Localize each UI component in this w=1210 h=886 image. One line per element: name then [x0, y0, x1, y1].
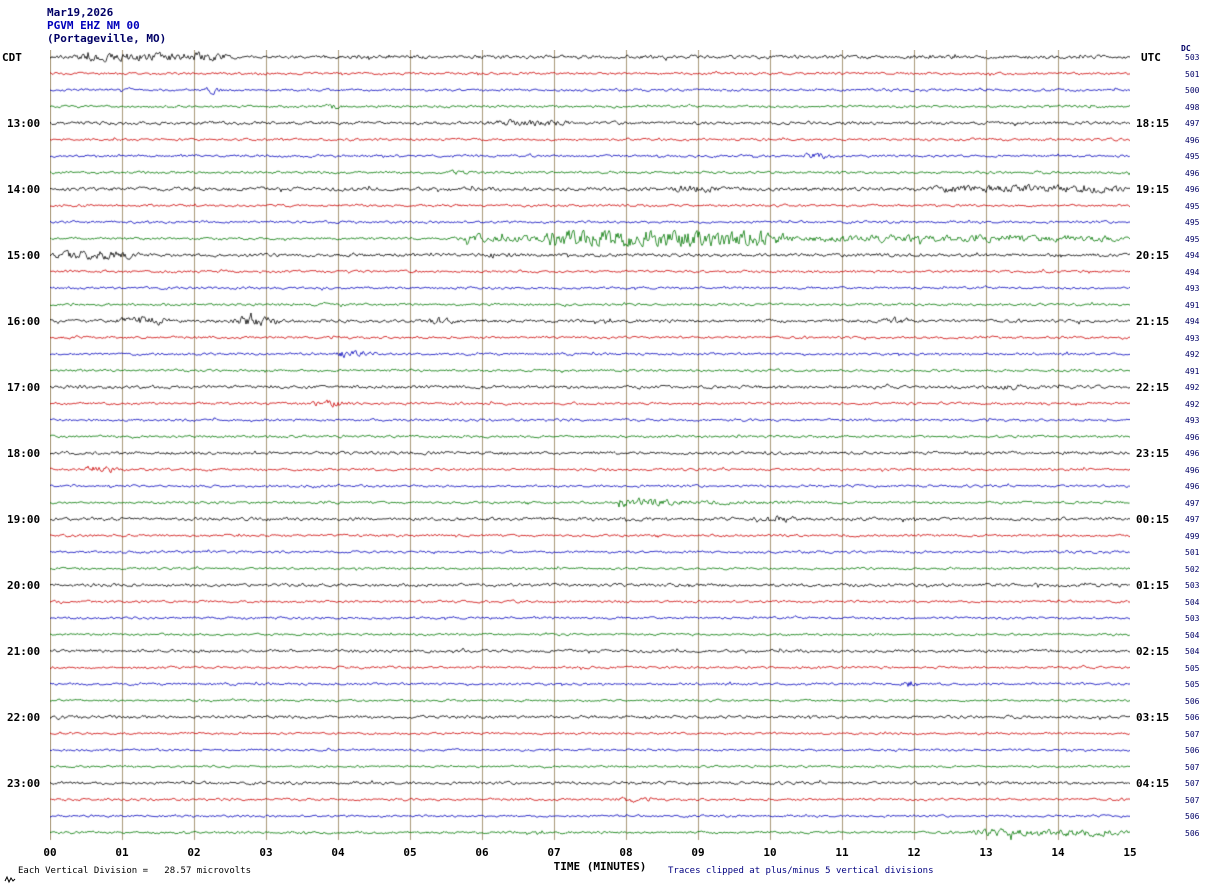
dc-offset-value: 505: [1185, 680, 1200, 689]
utc-hour-label: 00:15: [1136, 513, 1170, 526]
x-axis-tick: 14: [1051, 846, 1065, 859]
cdt-hour-label: 21:00: [7, 645, 41, 658]
cdt-hour-label: 19:00: [7, 513, 41, 526]
utc-hour-label: 21:15: [1136, 315, 1170, 328]
utc-hour-label: 22:15: [1136, 381, 1170, 394]
dc-offset-value: 492: [1185, 399, 1200, 409]
dc-offset-value: 496: [1185, 135, 1200, 145]
dc-offset-value: 499: [1185, 531, 1200, 541]
x-axis-tick: 12: [907, 846, 921, 859]
dc-offset-value: 495: [1185, 152, 1200, 161]
x-axis-tick: 10: [763, 846, 777, 859]
dc-offset-value: 494: [1185, 317, 1200, 326]
x-axis-tick: 02: [187, 846, 201, 859]
dc-offset-value: 491: [1185, 300, 1200, 310]
x-axis-tick: 01: [115, 846, 129, 859]
cdt-hour-label: 22:00: [7, 711, 41, 724]
dc-offset-value: 492: [1185, 350, 1200, 359]
dc-offset-value: 506: [1185, 812, 1200, 821]
dc-offset-value: 507: [1185, 795, 1200, 805]
dc-offset-value: 507: [1185, 762, 1200, 772]
dc-offset-value: 494: [1185, 267, 1200, 277]
x-axis-tick: 05: [403, 846, 417, 859]
cdt-hour-label: 13:00: [7, 117, 41, 130]
utc-hour-label: 01:15: [1136, 579, 1170, 592]
dc-offset-value: 493: [1185, 284, 1200, 293]
dc-offset-value: 497: [1185, 498, 1200, 508]
title-block: Mar19,2026 PGVM EHZ NM 00 (Portageville,…: [47, 6, 166, 45]
utc-hour-label: 02:15: [1136, 645, 1170, 658]
dc-offset-value: 503: [1185, 614, 1200, 623]
dc-offset-value: 504: [1185, 630, 1200, 640]
x-axis-tick: 09: [691, 846, 705, 859]
left-timezone-label: CDT: [2, 51, 22, 64]
right-timezone-label: UTC: [1141, 51, 1161, 64]
utc-hour-label: 19:15: [1136, 183, 1170, 196]
x-axis-tick: 04: [331, 846, 345, 859]
dc-offset-value: 497: [1185, 515, 1200, 524]
dc-offset-value: 497: [1185, 119, 1200, 128]
cdt-hour-label: 14:00: [7, 183, 41, 196]
dc-offset-value: 506: [1185, 746, 1200, 755]
dc-offset-header: DC: [1181, 44, 1191, 53]
dc-offset-value: 502: [1185, 564, 1200, 574]
cdt-hour-label: 23:00: [7, 777, 41, 790]
dc-offset-value: 493: [1185, 416, 1200, 425]
cdt-hour-label: 16:00: [7, 315, 41, 328]
utc-hour-label: 03:15: [1136, 711, 1170, 724]
dc-offset-value: 495: [1185, 234, 1200, 244]
dc-offset-value: 504: [1185, 597, 1200, 607]
dc-offset-value: 505: [1185, 663, 1200, 673]
dc-offset-value: 506: [1185, 713, 1200, 722]
x-axis-tick: 08: [619, 846, 633, 859]
seismogram-canvas: [50, 50, 1130, 842]
utc-hour-label: 04:15: [1136, 777, 1170, 790]
x-axis-tick: 00: [43, 846, 57, 859]
dc-offset-value: 507: [1185, 779, 1200, 788]
dc-offset-value: 493: [1185, 333, 1200, 343]
footer-clip-note: Traces clipped at plus/minus 5 vertical …: [668, 866, 934, 876]
dc-offset-value: 503: [1185, 581, 1200, 590]
x-axis-tick: 15: [1123, 846, 1137, 859]
utc-hour-label: 23:15: [1136, 447, 1170, 460]
dc-offset-value: 496: [1185, 185, 1200, 194]
dc-offset-value: 501: [1185, 548, 1200, 557]
cdt-hour-label: 17:00: [7, 381, 41, 394]
cdt-hour-label: 20:00: [7, 579, 41, 592]
utc-hour-label: 18:15: [1136, 117, 1170, 130]
dc-offset-value: 496: [1185, 465, 1200, 475]
footer-scale-note: Each Vertical Division = 28.57 microvolt…: [18, 866, 251, 876]
x-axis-tick: 13: [979, 846, 993, 859]
dc-offset-value: 506: [1185, 696, 1200, 706]
dc-offset-value: 496: [1185, 168, 1200, 178]
corner-noise-icon: [4, 875, 16, 884]
dc-offset-value: 496: [1185, 432, 1200, 442]
dc-offset-value: 507: [1185, 729, 1200, 739]
x-axis-tick: 06: [475, 846, 489, 859]
x-axis-title: TIME (MINUTES): [553, 860, 647, 873]
dc-offset-value: 491: [1185, 366, 1200, 376]
dc-offset-value: 496: [1185, 449, 1200, 458]
title-date: Mar19,2026: [47, 6, 114, 19]
dc-offset-value: 503: [1185, 53, 1200, 62]
dc-offset-value: 501: [1185, 69, 1200, 79]
cdt-hour-label: 18:00: [7, 447, 41, 460]
dc-offset-value: 506: [1185, 828, 1200, 838]
dc-offset-value: 495: [1185, 201, 1200, 211]
x-axis-tick: 07: [547, 846, 561, 859]
title-station: PGVM EHZ NM 00: [47, 19, 140, 32]
utc-hour-label: 20:15: [1136, 249, 1170, 262]
dc-offset-value: 500: [1185, 86, 1200, 95]
cdt-hour-label: 15:00: [7, 249, 41, 262]
x-axis-tick: 03: [259, 846, 273, 859]
dc-offset-value: 504: [1185, 647, 1200, 656]
dc-offset-value: 492: [1185, 383, 1200, 392]
title-location: (Portageville, MO): [47, 32, 167, 45]
x-axis-tick: 11: [835, 846, 849, 859]
dc-offset-value: 494: [1185, 251, 1200, 260]
dc-offset-value: 495: [1185, 218, 1200, 227]
dc-offset-value: 498: [1185, 102, 1200, 112]
dc-offset-value: 496: [1185, 482, 1200, 491]
